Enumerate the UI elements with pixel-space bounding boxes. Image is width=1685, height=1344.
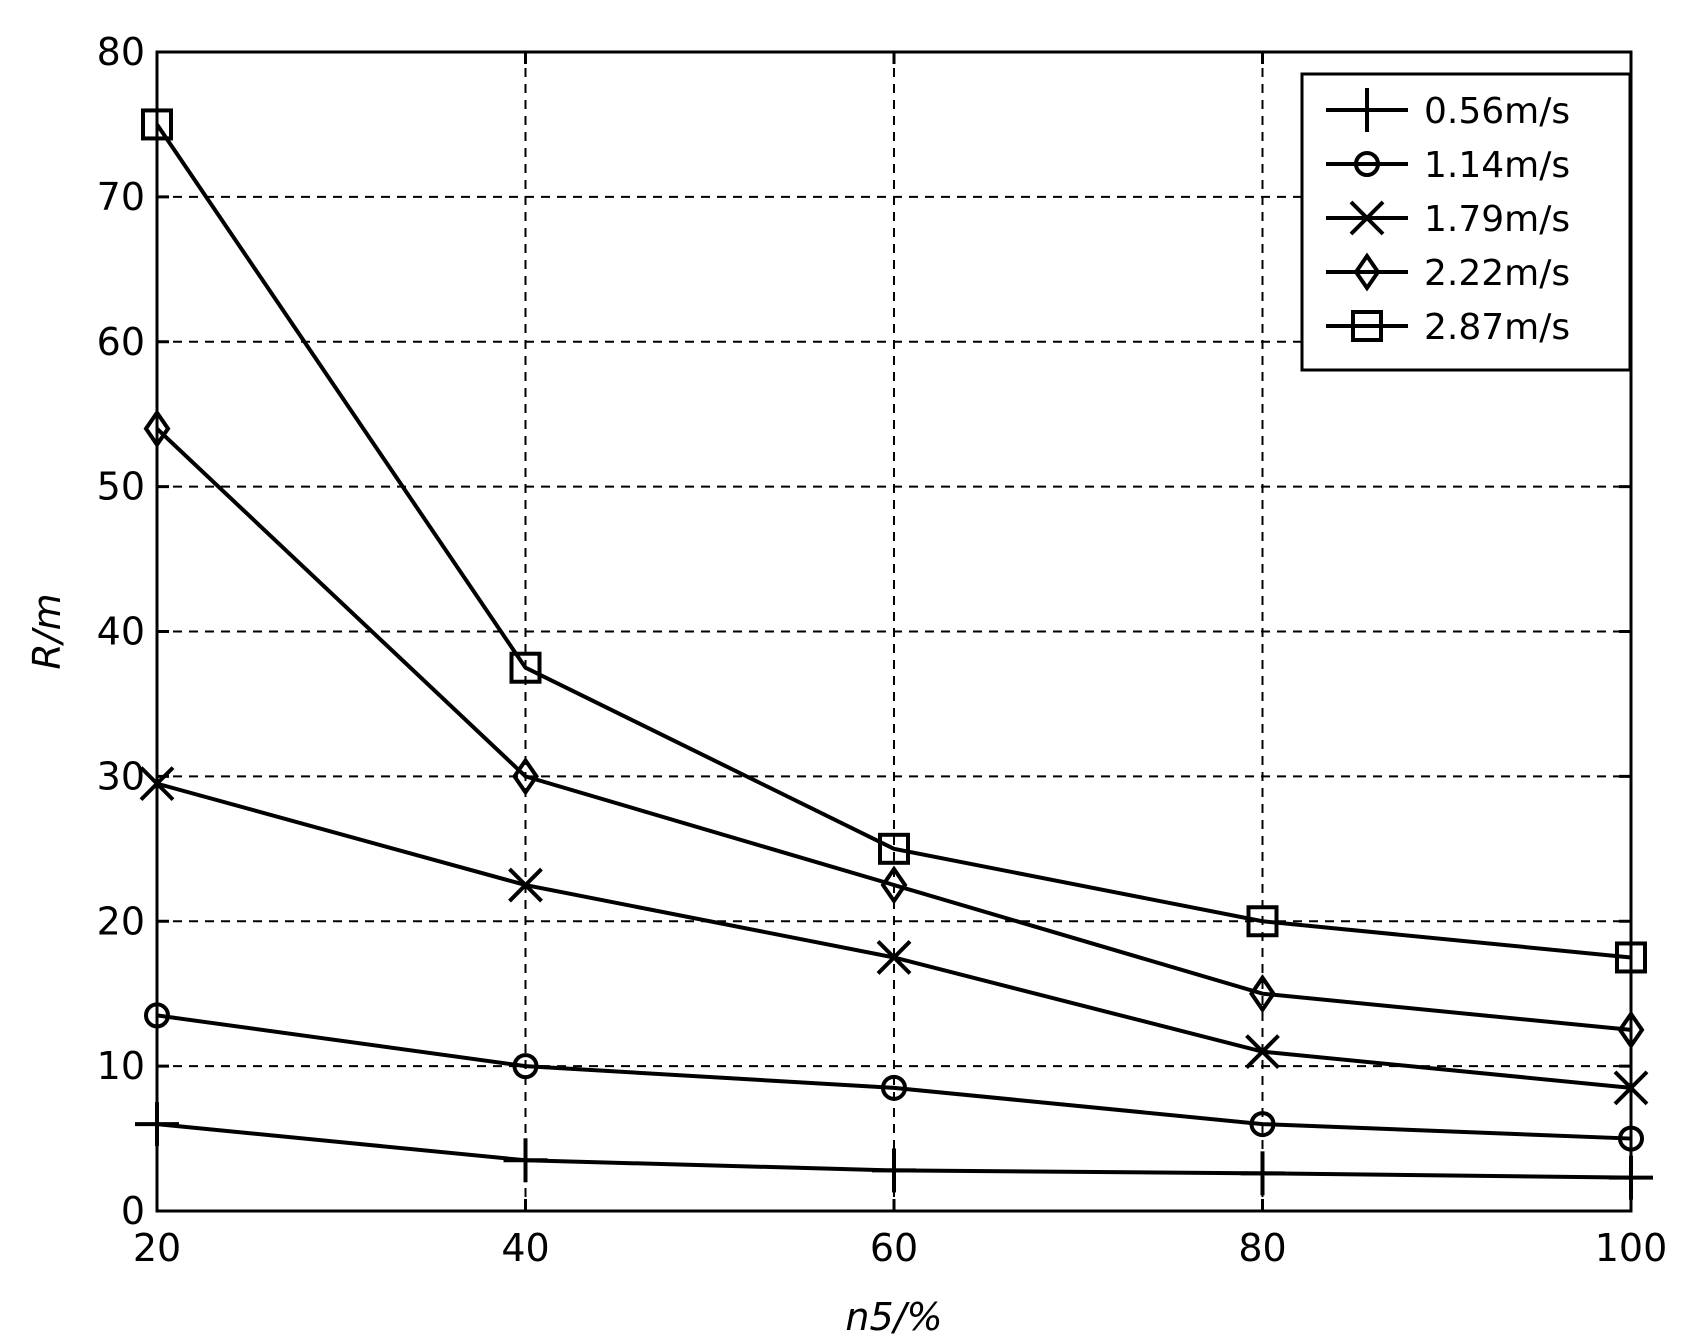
x-tick-label: 40 xyxy=(501,1226,549,1270)
data-point xyxy=(880,865,908,905)
data-point xyxy=(1249,974,1276,1014)
data-point xyxy=(876,940,912,975)
legend-item: 1.14m/s xyxy=(1326,145,1570,186)
data-point xyxy=(503,1138,548,1183)
legend-marker xyxy=(1354,151,1380,177)
y-tick-label: 40 xyxy=(97,610,145,654)
data-point xyxy=(1240,1151,1285,1196)
series-line xyxy=(156,1013,1632,1141)
legend-marker xyxy=(1345,88,1389,132)
x-tick-label: 80 xyxy=(1238,1226,1286,1270)
data-point xyxy=(508,867,543,903)
x-tick-label: 100 xyxy=(1595,1226,1668,1270)
legend-marker xyxy=(1353,252,1381,292)
grid xyxy=(157,52,1631,1211)
legend-box xyxy=(1300,72,1632,372)
x-tick-label: 60 xyxy=(870,1226,918,1270)
legend-marker xyxy=(1349,200,1385,236)
series-line xyxy=(155,427,1632,1032)
data-point xyxy=(512,756,539,796)
series-line xyxy=(155,123,1632,960)
data-point xyxy=(1249,1111,1276,1138)
y-tick-label: 10 xyxy=(97,1044,145,1088)
data-point xyxy=(1246,905,1279,938)
legend-label: 0.56m/s xyxy=(1424,91,1570,132)
legend-item: 2.22m/s xyxy=(1326,252,1570,294)
data-point xyxy=(872,1148,916,1193)
legend-marker xyxy=(1351,310,1383,342)
legend-label: 1.14m/s xyxy=(1424,145,1570,186)
y-tick-label: 30 xyxy=(97,754,145,798)
legend-item: 0.56m/s xyxy=(1326,88,1570,132)
y-tick-label: 80 xyxy=(97,30,145,74)
x-tick-label: 20 xyxy=(133,1226,181,1270)
legend-label: 2.22m/s xyxy=(1424,253,1570,294)
data-point xyxy=(881,1074,907,1101)
data-point xyxy=(512,1053,539,1080)
legend-label: 1.79m/s xyxy=(1424,199,1570,240)
y-tick-label: 60 xyxy=(97,320,145,364)
axis-ticks: 20 40 60 80 100 0 10 20 30 40 50 60 70 80 xyxy=(97,30,1668,1270)
y-tick-label: 0 xyxy=(121,1189,145,1233)
y-axis-label: R/m xyxy=(25,593,69,669)
y-tick-label: 50 xyxy=(97,465,145,509)
y-tick-label: 20 xyxy=(97,899,145,943)
x-axis-label: n5/% xyxy=(845,1295,942,1339)
legend-item: 1.79m/s xyxy=(1326,199,1570,240)
legend: 0.56m/s 1.14m/s 1.79m/s 2.22m/s 2.87m/s xyxy=(1300,72,1632,372)
data-point xyxy=(509,651,542,684)
data-point xyxy=(1245,1034,1280,1070)
legend-item: 2.87m/s xyxy=(1326,307,1570,348)
data-point xyxy=(878,832,910,865)
legend-label: 2.87m/s xyxy=(1424,307,1570,348)
y-tick-label: 70 xyxy=(97,175,145,219)
